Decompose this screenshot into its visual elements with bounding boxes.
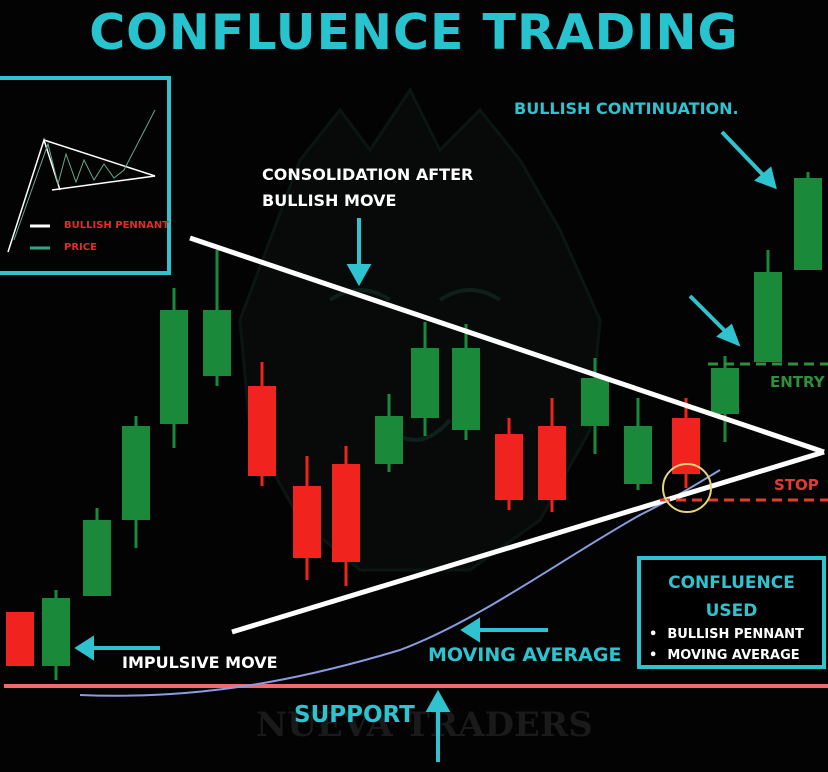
candle-bear — [332, 446, 360, 586]
candle-bull — [411, 322, 439, 436]
candle-bull — [375, 394, 403, 472]
confluence-item: BULLISH PENNANT — [649, 624, 804, 645]
consolidation-label-line1: CONSOLIDATION AFTER — [262, 165, 474, 184]
consolidation-arrow-icon — [346, 218, 372, 287]
candle-body — [248, 386, 276, 476]
confluence-title: CONFLUENCE USED — [641, 569, 822, 625]
candle-bull — [794, 172, 822, 270]
pennant-legend-icon — [7, 109, 156, 253]
legend-bullish-pennant: BULLISH PENNANT — [64, 220, 170, 231]
candle-body — [160, 310, 188, 424]
stop-label: STOP — [774, 476, 819, 494]
candle-body — [332, 464, 360, 562]
bullish-continuation-label: BULLISH CONTINUATION. — [514, 99, 739, 118]
confluence-title-line2: USED — [705, 601, 758, 621]
candle-bull — [711, 356, 739, 442]
candle-body — [538, 426, 566, 500]
candle-bear — [293, 456, 321, 580]
candle-bear — [538, 398, 566, 512]
confluence-item: MOVING AVERAGE — [649, 645, 804, 666]
candle-bear — [248, 362, 276, 486]
candle-body — [293, 486, 321, 558]
candle-bull — [203, 250, 231, 386]
candle-body — [122, 426, 150, 520]
candle-bear — [495, 418, 523, 510]
watermark: NUEVA TRADERS — [256, 705, 593, 745]
candle-bull — [452, 324, 480, 440]
candle-body — [83, 520, 111, 596]
candle-body — [794, 178, 822, 270]
candle-bear — [672, 398, 700, 488]
candle-body — [581, 378, 609, 426]
candle-body — [452, 348, 480, 430]
candle-body — [754, 272, 782, 362]
candle-bear — [6, 612, 34, 666]
support-label: SUPPORT — [294, 702, 415, 728]
candle-bull — [122, 416, 150, 548]
candle-body — [42, 598, 70, 666]
candle-bull — [754, 250, 782, 362]
legend-price: PRICE — [64, 242, 97, 253]
candle-body — [711, 368, 739, 414]
consolidation-label-line2: BULLISH MOVE — [262, 191, 397, 210]
confluence-circle — [662, 463, 712, 513]
page-title: CONFLUENCE TRADING — [89, 4, 739, 61]
candle-body — [411, 348, 439, 418]
support-arrow-icon — [425, 689, 451, 762]
confluence-box: CONFLUENCE USED BULLISH PENNANT MOVING A… — [637, 556, 826, 669]
entry-arrow-icon — [688, 294, 741, 347]
moving-average-arrow-icon — [460, 617, 548, 643]
confluence-title-line1: CONFLUENCE — [668, 573, 795, 593]
impulsive-arrow-icon — [74, 635, 160, 661]
confluence-list: BULLISH PENNANT MOVING AVERAGE — [649, 624, 804, 666]
pennant-lower-line — [231, 449, 825, 635]
candle-bull — [624, 398, 652, 490]
candle-body — [6, 612, 34, 666]
candle-body — [495, 434, 523, 500]
bullish-continuation-arrow-icon — [720, 130, 777, 190]
candle-body — [203, 310, 231, 376]
moving-average-label: MOVING AVERAGE — [428, 644, 622, 666]
candle-bull — [83, 508, 111, 596]
candle-bull — [42, 590, 70, 680]
pennant-upper-line — [189, 235, 825, 455]
entry-label: ENTRY — [770, 373, 825, 391]
candle-body — [375, 416, 403, 464]
legend-box: BULLISH PENNANT PRICE — [0, 76, 171, 275]
candle-body — [624, 426, 652, 484]
candle-bull — [160, 288, 188, 448]
impulsive-move-label: IMPULSIVE MOVE — [122, 653, 278, 672]
